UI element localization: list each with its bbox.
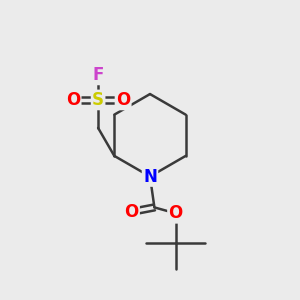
Text: F: F: [92, 66, 104, 84]
Text: O: O: [169, 204, 183, 222]
Text: N: N: [143, 167, 157, 185]
Text: O: O: [116, 91, 130, 109]
Text: O: O: [66, 91, 80, 109]
Text: S: S: [92, 91, 104, 109]
Text: O: O: [124, 203, 139, 221]
